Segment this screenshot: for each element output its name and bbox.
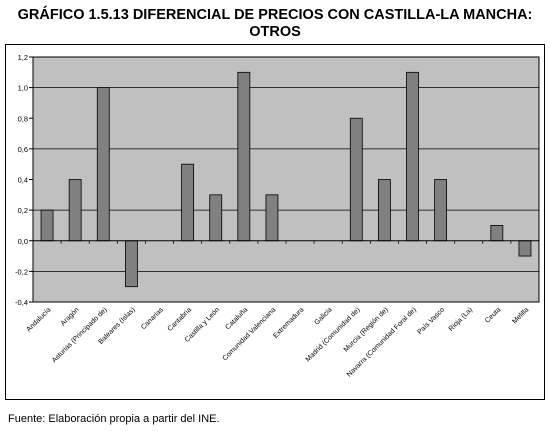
x-category-label: Melilla xyxy=(511,306,530,325)
plot-area xyxy=(32,56,540,303)
bar xyxy=(237,71,251,242)
bar xyxy=(124,240,138,288)
bar xyxy=(349,117,363,242)
y-tick-label: 0,6 xyxy=(18,145,28,154)
x-category-label: Rioja (La) xyxy=(448,306,474,332)
source-note: Fuente: Elaboración propia a partir del … xyxy=(8,413,220,425)
x-category-label: Asturias (Principado de) xyxy=(51,306,109,364)
y-tick-label: -0,4 xyxy=(15,298,28,307)
x-category-label: Comunidad Valenciana xyxy=(222,306,278,362)
bar xyxy=(518,240,532,257)
y-tick-label: 0,8 xyxy=(18,114,28,123)
chart-title-line-2: OTROS xyxy=(249,24,301,40)
x-category-label: Galicia xyxy=(313,306,333,326)
x-category-label: Cantabria xyxy=(167,306,193,332)
x-category-label: Ceuta xyxy=(484,306,502,324)
y-tick-label: -0,2 xyxy=(15,267,28,276)
bar xyxy=(406,71,419,242)
bar xyxy=(490,225,504,242)
x-category-label: Madrid (Comunidad de) xyxy=(305,306,362,363)
y-tick-label: 0,4 xyxy=(18,176,28,185)
bar xyxy=(265,194,279,242)
x-category-label: Cataluña xyxy=(224,306,249,331)
y-tick-label: 0,0 xyxy=(18,237,28,246)
bar xyxy=(434,179,448,242)
x-category-label: Canarias xyxy=(140,306,165,331)
y-tick-label: 1,0 xyxy=(18,84,28,93)
bar xyxy=(181,163,195,242)
chart-frame: -0,4 -0,2 0,0 0,2 0,4 0,6 0,8 1,0 1,2 Andalucía Ar… xyxy=(5,44,545,400)
x-category-label: País Vasco xyxy=(416,306,446,336)
y-tick-label: 0,2 xyxy=(18,206,28,215)
x-category-label: Aragón xyxy=(60,306,81,327)
chart-title-line-1: GRÁFICO 1.5.13 DIFERENCIAL DE PRECIOS CO… xyxy=(17,7,533,23)
bar-chart: -0,4 -0,2 0,0 0,2 0,4 0,6 0,8 1,0 1,2 Andalucía Ar… xyxy=(15,53,540,379)
bar xyxy=(68,179,82,242)
bar xyxy=(377,179,391,242)
x-category-label: Andalucía xyxy=(26,306,53,333)
bar xyxy=(40,209,54,242)
bar xyxy=(209,194,223,242)
y-tick-label: 1,2 xyxy=(18,53,28,62)
bar xyxy=(96,87,110,242)
